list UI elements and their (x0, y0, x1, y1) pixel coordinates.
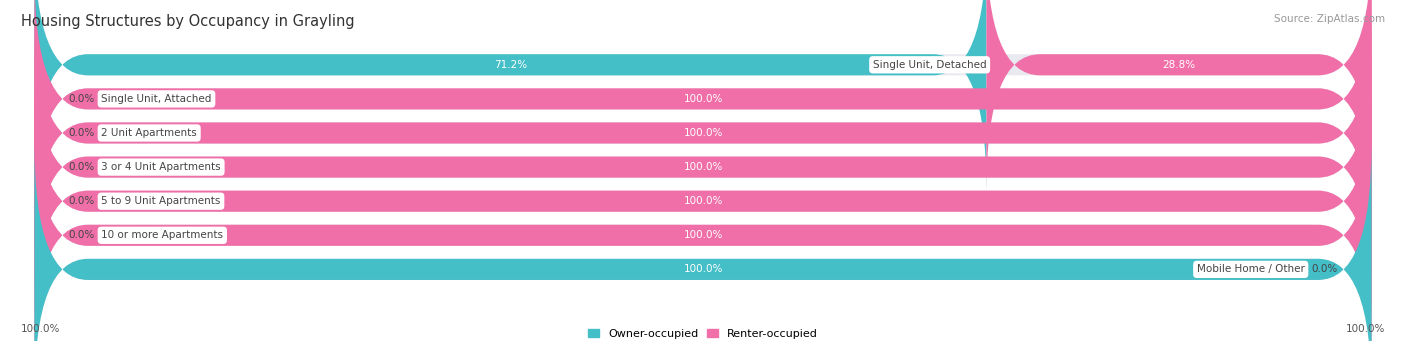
Text: 0.0%: 0.0% (69, 128, 94, 138)
Text: Source: ZipAtlas.com: Source: ZipAtlas.com (1274, 14, 1385, 24)
Text: 100.0%: 100.0% (683, 196, 723, 206)
Text: 100.0%: 100.0% (683, 162, 723, 172)
Text: 0.0%: 0.0% (1312, 264, 1337, 275)
Text: 10 or more Apartments: 10 or more Apartments (101, 230, 224, 240)
Text: 0.0%: 0.0% (69, 196, 94, 206)
Text: 100.0%: 100.0% (683, 230, 723, 240)
Text: 3 or 4 Unit Apartments: 3 or 4 Unit Apartments (101, 162, 221, 172)
FancyBboxPatch shape (987, 0, 1371, 191)
FancyBboxPatch shape (35, 144, 1371, 341)
FancyBboxPatch shape (35, 0, 1371, 191)
Text: Housing Structures by Occupancy in Grayling: Housing Structures by Occupancy in Grayl… (21, 14, 354, 29)
Text: Mobile Home / Other: Mobile Home / Other (1197, 264, 1305, 275)
FancyBboxPatch shape (35, 109, 1371, 341)
Text: 100.0%: 100.0% (1346, 324, 1385, 334)
Text: 100.0%: 100.0% (683, 94, 723, 104)
FancyBboxPatch shape (35, 7, 1371, 259)
FancyBboxPatch shape (35, 41, 1371, 293)
FancyBboxPatch shape (35, 0, 987, 191)
Text: 5 to 9 Unit Apartments: 5 to 9 Unit Apartments (101, 196, 221, 206)
Text: 71.2%: 71.2% (494, 60, 527, 70)
FancyBboxPatch shape (35, 0, 1371, 225)
Text: 0.0%: 0.0% (69, 230, 94, 240)
Text: 100.0%: 100.0% (683, 128, 723, 138)
FancyBboxPatch shape (35, 75, 1371, 327)
Text: 0.0%: 0.0% (69, 94, 94, 104)
Text: 0.0%: 0.0% (69, 162, 94, 172)
FancyBboxPatch shape (35, 75, 1371, 327)
Text: Single Unit, Attached: Single Unit, Attached (101, 94, 212, 104)
Text: Single Unit, Detached: Single Unit, Detached (873, 60, 987, 70)
FancyBboxPatch shape (35, 0, 1371, 225)
FancyBboxPatch shape (35, 7, 1371, 259)
Text: 100.0%: 100.0% (683, 264, 723, 275)
Text: 100.0%: 100.0% (21, 324, 60, 334)
FancyBboxPatch shape (35, 144, 1371, 341)
Legend: Owner-occupied, Renter-occupied: Owner-occupied, Renter-occupied (583, 324, 823, 341)
Text: 28.8%: 28.8% (1163, 60, 1195, 70)
FancyBboxPatch shape (35, 109, 1371, 341)
FancyBboxPatch shape (35, 41, 1371, 293)
Text: 2 Unit Apartments: 2 Unit Apartments (101, 128, 197, 138)
